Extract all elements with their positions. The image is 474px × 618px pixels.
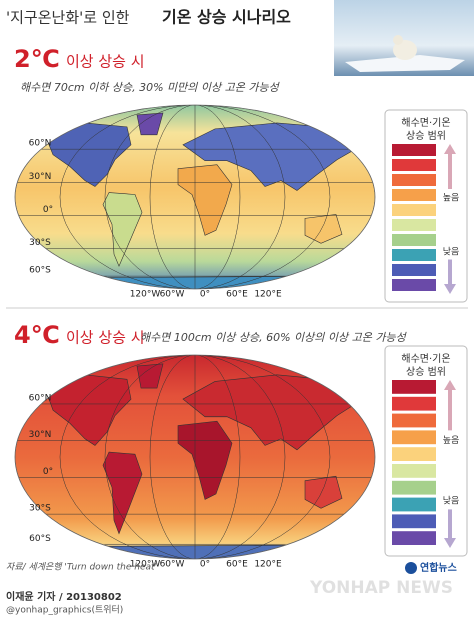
scenario-heading: 이상 상승 시 bbox=[66, 53, 145, 71]
continent bbox=[304, 214, 343, 244]
longitude-label: 120°E bbox=[254, 290, 282, 300]
longitude-label: 120°W bbox=[130, 560, 161, 570]
latitude-label: 30°N bbox=[29, 172, 52, 182]
continent bbox=[136, 112, 164, 136]
arrow-up bbox=[444, 144, 456, 189]
world-map: 60°N 30°N 0° 30°S 60°S 120°W 60°W 0° 60°E 120°E bbox=[14, 354, 376, 570]
legend-title: 해수면·기온 bbox=[401, 116, 450, 129]
author: 이재윤 기자 / 20130802 bbox=[6, 590, 122, 603]
meridian bbox=[104, 355, 286, 559]
scenario-heading: 이상 상승 시 bbox=[66, 329, 145, 347]
source: 자료/ 세계은행 'Turn down the heat' bbox=[6, 562, 157, 573]
legend-swatch bbox=[392, 249, 436, 261]
legend-swatch bbox=[392, 234, 436, 246]
legend-swatch bbox=[392, 174, 436, 186]
latitude-label: 60°N bbox=[29, 139, 52, 149]
arrow-up bbox=[444, 380, 456, 431]
legend-title: 상승 범위 bbox=[406, 129, 446, 142]
legend-swatch bbox=[392, 204, 436, 216]
brand: 연합뉴스 bbox=[420, 561, 457, 574]
legend-swatch bbox=[392, 279, 436, 291]
legend-swatch bbox=[392, 264, 436, 276]
continent bbox=[136, 363, 164, 389]
legend-swatch bbox=[392, 497, 436, 512]
map-outline bbox=[14, 104, 376, 290]
scenario-description: 해수면 70cm 이하 상승, 30% 미만의 이상 고온 가능성 bbox=[20, 81, 281, 94]
scenario-degree: 4℃ bbox=[14, 321, 60, 349]
legend-swatch bbox=[392, 144, 436, 156]
map-body bbox=[15, 105, 375, 289]
longitude-label: 0° bbox=[200, 290, 210, 300]
latitude-label: 30°S bbox=[29, 238, 51, 248]
continent bbox=[304, 475, 343, 509]
scenario-description: 해수면 100cm 이상 상승, 60% 이상의 이상 고온 가능성 bbox=[140, 331, 408, 344]
longitude-label: 60°W bbox=[160, 560, 185, 570]
meridian bbox=[149, 105, 241, 289]
latitude-label: 0° bbox=[43, 205, 53, 215]
legend-swatch bbox=[392, 514, 436, 529]
continent bbox=[182, 374, 364, 451]
legend-low: 낮음 bbox=[443, 495, 460, 506]
map-outline bbox=[14, 354, 376, 560]
legend-high: 높음 bbox=[443, 435, 460, 446]
legend-title: 상승 범위 bbox=[406, 365, 446, 378]
legend-swatch bbox=[392, 430, 436, 445]
legend-high: 높음 bbox=[443, 193, 460, 204]
legend-swatch bbox=[392, 159, 436, 171]
legend-swatch bbox=[392, 396, 436, 411]
title-main: 기온 상승 시나리오 bbox=[162, 8, 291, 27]
twitter: @yonhap_graphics(트위터) bbox=[6, 605, 123, 616]
legend-swatch bbox=[392, 464, 436, 478]
meridian bbox=[59, 355, 331, 559]
arrow-down bbox=[444, 259, 456, 294]
brand-logo: 연합뉴스 bbox=[405, 561, 457, 574]
continent bbox=[44, 374, 132, 446]
legend-swatch bbox=[392, 531, 436, 545]
longitude-label: 60°E bbox=[226, 560, 248, 570]
title-prefix: '지구온난화'로 인한 bbox=[6, 9, 130, 27]
watermark: YONHAP NEWS bbox=[309, 578, 453, 598]
longitude-label: 120°W bbox=[130, 290, 161, 300]
meridian bbox=[59, 105, 331, 289]
legend-swatch bbox=[392, 447, 436, 461]
longitude-label: 60°W bbox=[160, 290, 185, 300]
legend-swatch bbox=[392, 189, 436, 201]
longitude-label: 60°E bbox=[226, 290, 248, 300]
photo bbox=[334, 0, 474, 76]
scenario-degree: 2℃ bbox=[14, 45, 60, 73]
meridian bbox=[104, 105, 286, 289]
longitude-label: 120°E bbox=[254, 560, 282, 570]
map-body bbox=[15, 355, 375, 559]
legend-title: 해수면·기온 bbox=[401, 352, 450, 365]
meridian bbox=[149, 355, 241, 559]
latitude-label: 30°S bbox=[29, 504, 51, 514]
latitude-label: 60°S bbox=[29, 266, 51, 276]
legend-swatch bbox=[392, 219, 436, 231]
longitude-label: 0° bbox=[200, 560, 210, 570]
legend-swatch bbox=[392, 480, 436, 495]
world-map: 60°N 30°N 0° 30°S 60°S 120°W 60°W 0° 60°E 120°E bbox=[14, 104, 376, 300]
arrow-down bbox=[444, 509, 456, 548]
latitude-label: 0° bbox=[43, 467, 53, 477]
legend-low: 낮음 bbox=[443, 247, 460, 258]
latitude-label: 60°S bbox=[29, 534, 51, 544]
latitude-label: 30°N bbox=[29, 430, 52, 440]
continent bbox=[44, 122, 132, 187]
continent bbox=[182, 122, 364, 191]
latitude-label: 60°N bbox=[29, 393, 52, 403]
legend-swatch bbox=[392, 413, 436, 428]
legend-swatch bbox=[392, 380, 436, 394]
